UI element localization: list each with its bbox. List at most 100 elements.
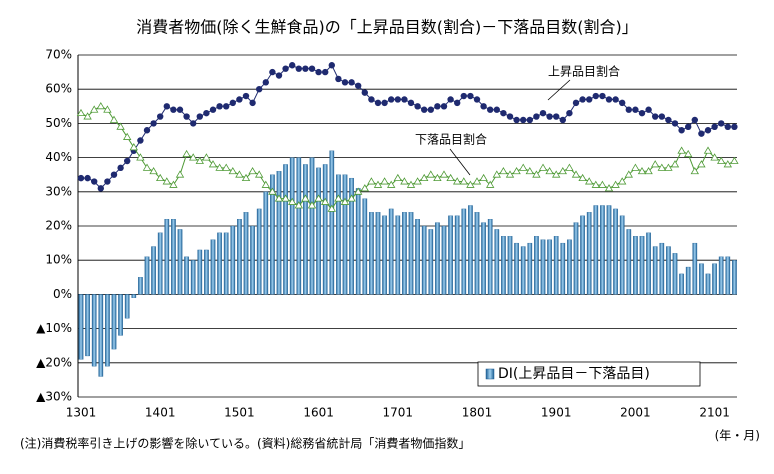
bar: [639, 236, 645, 295]
line-marker: [532, 170, 541, 178]
bar: [98, 294, 104, 377]
line-marker: [492, 170, 501, 178]
line-marker: [104, 178, 111, 185]
line-marker: [453, 177, 462, 185]
line-marker: [176, 106, 184, 113]
line-marker: [730, 156, 739, 164]
line-marker: [307, 201, 317, 209]
line-marker: [149, 166, 158, 175]
line-marker: [525, 166, 534, 175]
line-marker: [189, 153, 198, 161]
bar: [732, 260, 737, 295]
line-marker: [109, 115, 119, 123]
x-tick-label: 1501: [224, 406, 255, 420]
line-marker: [162, 177, 171, 185]
bar: [659, 242, 665, 295]
line-marker: [215, 163, 224, 171]
line-marker: [242, 92, 250, 100]
line-marker: [718, 120, 725, 127]
bar: [408, 212, 414, 295]
line-marker: [289, 62, 296, 69]
line-marker: [97, 185, 105, 192]
line-marker: [433, 173, 442, 182]
y-tick-label: 40%: [45, 150, 72, 164]
bar: [481, 222, 486, 295]
line-marker: [262, 79, 269, 86]
line-marker: [222, 163, 231, 171]
line-marker: [703, 146, 713, 154]
line-marker: [367, 177, 376, 185]
line-marker: [479, 173, 488, 182]
line-marker: [611, 180, 620, 188]
line-marker: [664, 163, 673, 171]
y-tick-label: 50%: [45, 116, 72, 130]
line-marker: [314, 194, 323, 202]
series-label: 下落品目割合: [415, 132, 487, 147]
bar: [85, 294, 90, 357]
line-marker: [96, 102, 105, 110]
bar: [243, 212, 249, 295]
bar: [699, 263, 704, 295]
line-marker: [295, 65, 302, 72]
chart-title: 消費者物価(除く生鮮食品)の「上昇品目数(割合)－下落品目数(割合)」: [136, 18, 637, 37]
bar: [633, 236, 638, 295]
bar: [692, 242, 698, 295]
line-marker: [604, 184, 614, 192]
line-marker: [723, 160, 732, 168]
bar: [329, 150, 335, 295]
line-marker: [302, 65, 309, 72]
line-marker: [460, 92, 467, 100]
line-marker: [143, 127, 151, 134]
line-marker: [459, 177, 468, 185]
line-marker: [486, 180, 495, 188]
line-marker: [229, 99, 236, 107]
bar: [375, 212, 381, 295]
line-marker: [322, 68, 329, 76]
line-marker: [209, 106, 217, 113]
line-marker: [182, 149, 191, 158]
line-marker: [426, 170, 435, 178]
line-marker: [84, 174, 91, 182]
bar: [600, 205, 605, 295]
line-marker: [539, 109, 547, 117]
line-marker: [321, 197, 330, 205]
line-marker: [282, 65, 289, 72]
bar: [547, 239, 552, 295]
line-marker: [117, 164, 124, 172]
line-marker: [571, 170, 581, 178]
bar: [263, 191, 269, 295]
bar: [507, 236, 513, 295]
bar: [151, 246, 156, 295]
bar: [91, 294, 97, 367]
line-marker: [196, 113, 203, 120]
line-marker: [124, 157, 131, 165]
leader-line: [449, 148, 471, 176]
bar: [402, 212, 407, 295]
line-marker: [512, 166, 521, 175]
bar: [573, 222, 579, 295]
bar: [171, 219, 176, 295]
line-marker: [315, 68, 322, 76]
bar: [204, 249, 209, 295]
bar: [494, 229, 500, 295]
bar: [487, 219, 493, 295]
y-tick-label: ▲30%: [36, 390, 72, 404]
bar: [560, 242, 566, 295]
x-tick-label: 1701: [383, 406, 414, 420]
bar: [619, 215, 625, 295]
bar: [461, 208, 467, 295]
line-marker: [406, 180, 416, 188]
line-marker: [335, 75, 342, 83]
bar: [316, 167, 321, 295]
line-marker: [228, 166, 237, 175]
line-marker: [387, 180, 396, 188]
footnote: (注)消費税率引き上げの影響を除いている。(資料)総務省統計局「消費者物価指数」: [20, 436, 470, 451]
bar: [527, 242, 533, 295]
line-marker: [538, 163, 548, 171]
bar: [177, 229, 183, 295]
line-marker: [552, 170, 561, 178]
bar: [309, 157, 315, 295]
line-marker: [658, 113, 665, 120]
line-marker: [347, 194, 356, 202]
